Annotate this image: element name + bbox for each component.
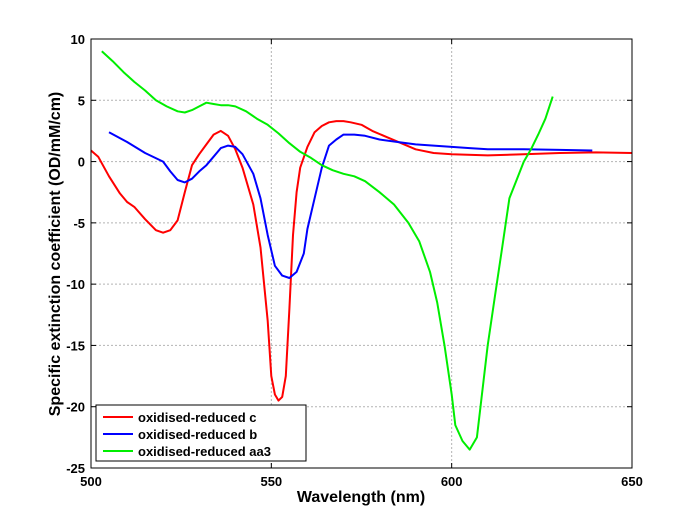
axis-ticks: 500 550 600 650 10 5 0 -5 -10 -15 -20 -25 [66,32,643,489]
legend-label-b: oxidised-reduced b [138,427,257,442]
x-tick-label: 650 [621,474,643,489]
y-axis-label: Specific extinction coefficient (OD/mM/c… [47,92,64,417]
y-tick-label: -20 [66,400,85,415]
x-axis-label: Wavelength (nm) [297,489,425,506]
x-tick-label: 550 [260,474,282,489]
y-tick-label: -15 [66,338,85,353]
series-lines [90,50,633,451]
legend-label-aa3: oxidised-reduced aa3 [138,444,271,459]
y-tick-label: -5 [73,216,85,231]
y-tick-label: 10 [71,32,85,47]
x-tick-label: 500 [80,474,102,489]
y-tick-label: 0 [78,155,85,170]
y-tick-label: -25 [66,461,85,476]
legend-label-c: oxidised-reduced c [138,410,256,425]
y-tick-label: -10 [66,277,85,292]
series-line-b [108,131,593,279]
x-tick-label: 600 [441,474,463,489]
legend: oxidised-reduced c oxidised-reduced b ox… [95,404,307,462]
series-line-aa3 [101,50,554,451]
plot-frame [90,38,633,469]
y-tick-label: 5 [78,93,85,108]
